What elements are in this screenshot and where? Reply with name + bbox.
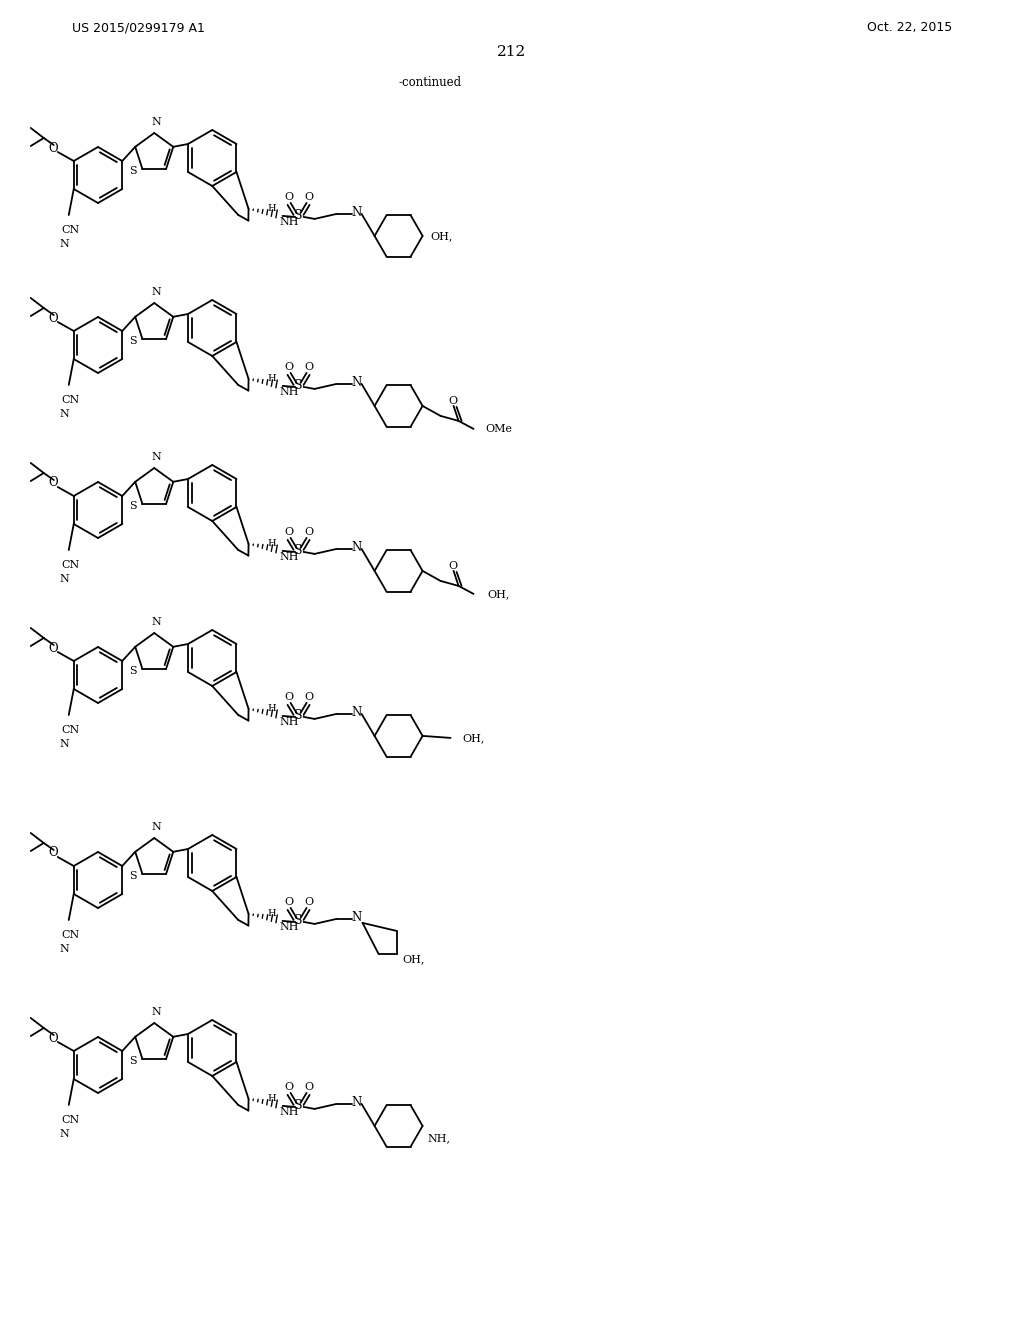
Text: 212: 212 [498, 45, 526, 59]
Text: OH,: OH, [463, 733, 485, 743]
Text: CN: CN [61, 560, 80, 570]
Text: N: N [59, 1129, 70, 1139]
Text: N: N [152, 117, 161, 127]
Text: O: O [48, 846, 57, 859]
Text: N: N [59, 239, 70, 249]
Text: -continued: -continued [398, 75, 462, 88]
Text: S: S [129, 502, 136, 511]
Text: O: O [304, 692, 313, 702]
Text: CN: CN [61, 395, 80, 405]
Text: OH,: OH, [402, 954, 425, 964]
Text: CN: CN [61, 931, 80, 940]
Text: N: N [152, 616, 161, 627]
Text: O: O [284, 527, 293, 537]
Text: O: O [48, 642, 57, 655]
Text: N: N [351, 541, 361, 554]
Text: O: O [304, 191, 313, 202]
Text: O: O [304, 896, 313, 907]
Text: N: N [351, 706, 361, 719]
Text: S: S [294, 379, 303, 392]
Text: N: N [351, 1097, 361, 1109]
Text: N: N [351, 911, 361, 924]
Text: N: N [59, 944, 70, 954]
Text: N: N [59, 574, 70, 583]
Text: N: N [59, 409, 70, 418]
Text: CN: CN [61, 1115, 80, 1125]
Text: H: H [267, 1094, 275, 1104]
Text: NH,: NH, [428, 1133, 451, 1143]
Text: S: S [129, 871, 136, 882]
Text: O: O [48, 312, 57, 325]
Text: US 2015/0299179 A1: US 2015/0299179 A1 [72, 21, 205, 34]
Text: OH,: OH, [430, 231, 453, 242]
Text: N: N [152, 1007, 161, 1016]
Text: O: O [304, 1082, 313, 1092]
Text: O: O [304, 362, 313, 372]
Text: N: N [152, 822, 161, 832]
Text: OMe: OMe [485, 424, 513, 434]
Text: S: S [129, 1056, 136, 1067]
Text: NH: NH [280, 717, 299, 727]
Text: NH: NH [280, 1107, 299, 1117]
Text: CN: CN [61, 224, 80, 235]
Text: S: S [129, 337, 136, 346]
Text: N: N [152, 451, 161, 462]
Text: O: O [449, 396, 457, 407]
Text: O: O [48, 1031, 57, 1044]
Text: O: O [284, 692, 293, 702]
Text: Oct. 22, 2015: Oct. 22, 2015 [866, 21, 952, 34]
Text: S: S [294, 709, 303, 722]
Text: O: O [284, 362, 293, 372]
Text: O: O [48, 141, 57, 154]
Text: O: O [48, 477, 57, 490]
Text: H: H [267, 705, 275, 713]
Text: S: S [294, 1100, 303, 1113]
Text: H: H [267, 540, 275, 548]
Text: NH: NH [280, 216, 299, 227]
Text: S: S [294, 544, 303, 557]
Text: H: H [267, 375, 275, 383]
Text: H: H [267, 205, 275, 214]
Text: O: O [284, 191, 293, 202]
Text: S: S [294, 210, 303, 222]
Text: S: S [129, 166, 136, 176]
Text: O: O [304, 527, 313, 537]
Text: NH: NH [280, 552, 299, 562]
Text: N: N [351, 376, 361, 389]
Text: CN: CN [61, 725, 80, 735]
Text: O: O [449, 561, 457, 572]
Text: O: O [284, 1082, 293, 1092]
Text: NH: NH [280, 921, 299, 932]
Text: N: N [351, 206, 361, 219]
Text: NH: NH [280, 387, 299, 397]
Text: N: N [152, 286, 161, 297]
Text: S: S [294, 915, 303, 928]
Text: S: S [129, 667, 136, 676]
Text: OH,: OH, [487, 589, 510, 599]
Text: N: N [59, 739, 70, 748]
Text: O: O [284, 896, 293, 907]
Text: H: H [267, 909, 275, 919]
